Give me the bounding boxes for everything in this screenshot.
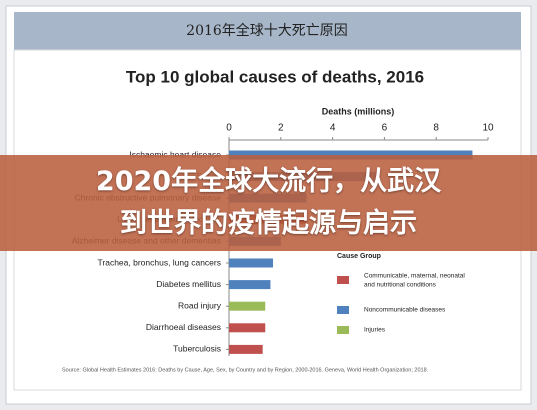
- banner-line: 2020年全球大流行，从武汉: [95, 166, 442, 197]
- source: Source: Global Health Estimates 2016: De…: [62, 367, 429, 373]
- legend-title: Cause Group: [337, 253, 381, 260]
- header-bar: [14, 12, 521, 50]
- legend-label: Injuries: [364, 327, 386, 334]
- y-tick-label: Trachea, bronchus, lung cancers: [98, 257, 221, 267]
- y-tick-label: Road injury: [178, 300, 222, 310]
- legend-label: Noncommunicable diseases: [364, 307, 446, 314]
- legend-label: Communicable, maternal, neonatal and nutr…: [364, 272, 465, 288]
- bar: [229, 280, 271, 290]
- banner-line: 到世界的疫情起源与启示: [120, 208, 417, 239]
- x-axis-label: Deaths (millions): [322, 106, 395, 116]
- y-tick-label: Tuberculosis: [173, 344, 221, 354]
- y-tick-label: Ischaemic heart disease: [129, 149, 221, 159]
- bar: [229, 258, 274, 268]
- x-tick-label: 10: [482, 123, 494, 134]
- bar: [229, 344, 263, 354]
- x-tick-label: 6: [382, 123, 388, 134]
- x-tick-label: 4: [330, 123, 336, 134]
- bar: [229, 323, 266, 333]
- banner: 2020年全球大流行，从武汉 到世界的疫情起源与启示: [0, 155, 537, 251]
- legend-swatch: [337, 306, 349, 314]
- y-tick-label: Diabetes mellitus: [156, 279, 221, 289]
- x-tick-label: 0: [226, 123, 232, 134]
- header-title: 2016年全球十大死亡原因: [186, 22, 348, 39]
- y-tick-label: Diarrhoeal diseases: [146, 322, 221, 332]
- bar: [229, 301, 266, 311]
- legend-swatch: [337, 326, 349, 334]
- legend-swatch: [337, 276, 349, 284]
- x-tick-label: 2: [278, 123, 284, 134]
- chart-title: Top 10 global causes of deaths, 2016: [126, 67, 424, 86]
- x-tick-label: 8: [433, 123, 439, 134]
